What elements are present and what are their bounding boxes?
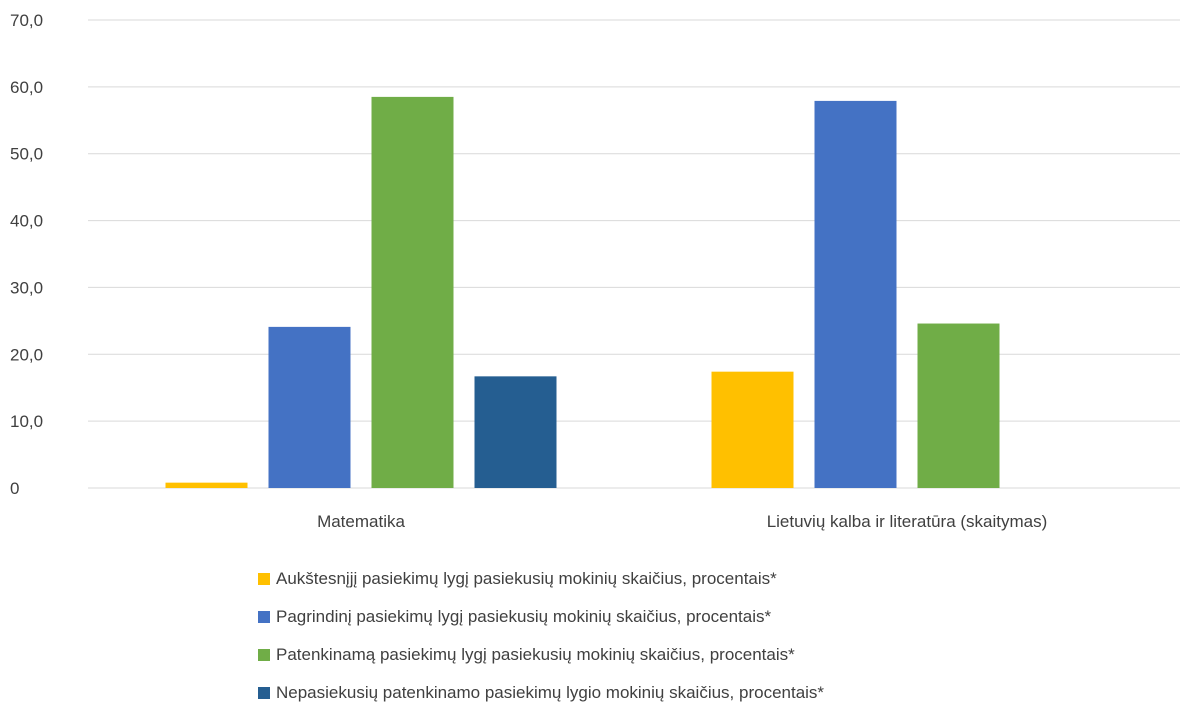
legend-item: Aukštesnįjį pasiekimų lygį pasiekusių mo… (258, 560, 824, 598)
legend-swatch (258, 687, 270, 699)
y-axis-tick-labels: 0 10,0 20,0 30,0 40,0 50,0 60,0 70,0 (10, 11, 43, 498)
y-tick-label: 30,0 (10, 278, 43, 297)
legend-label: Patenkinamą pasiekimų lygį pasiekusių mo… (276, 645, 795, 664)
category-labels: Matematika Lietuvių kalba ir literatūra (… (317, 512, 1047, 531)
legend: Aukštesnįjį pasiekimų lygį pasiekusių mo… (258, 560, 824, 712)
bar (917, 323, 1000, 488)
legend-label: Pagrindinį pasiekimų lygį pasiekusių mok… (276, 607, 772, 626)
y-tick-label: 50,0 (10, 145, 43, 164)
category-label: Lietuvių kalba ir literatūra (skaitymas) (767, 512, 1048, 531)
legend-label: Aukštesnįjį pasiekimų lygį pasiekusių mo… (276, 569, 777, 588)
bars (165, 96, 1000, 488)
legend-swatch (258, 573, 270, 585)
bar (371, 96, 454, 488)
bar (711, 371, 794, 488)
legend-item: Nepasiekusių patenkinamo pasiekimų lygio… (258, 674, 824, 712)
category-label: Matematika (317, 512, 405, 531)
y-tick-label: 70,0 (10, 11, 43, 30)
bar (165, 482, 248, 488)
legend-item: Patenkinamą pasiekimų lygį pasiekusių mo… (258, 636, 824, 674)
legend-item: Pagrindinį pasiekimų lygį pasiekusių mok… (258, 598, 824, 636)
legend-label: Nepasiekusių patenkinamo pasiekimų lygio… (276, 683, 825, 702)
y-tick-label: 60,0 (10, 78, 43, 97)
bar (474, 376, 557, 488)
legend-swatch (258, 611, 270, 623)
bar (268, 326, 351, 488)
y-tick-label: 10,0 (10, 412, 43, 431)
legend-swatch (258, 649, 270, 661)
y-tick-label: 40,0 (10, 212, 43, 231)
bar (814, 100, 897, 488)
gridlines (88, 19, 1180, 489)
y-tick-label: 0 (10, 479, 19, 498)
y-tick-label: 20,0 (10, 345, 43, 364)
